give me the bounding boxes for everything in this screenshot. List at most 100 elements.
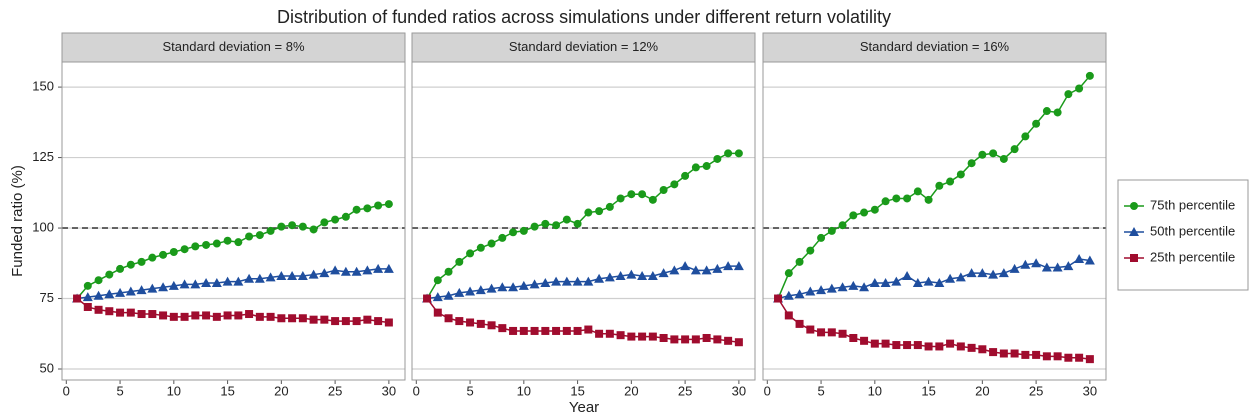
- marker: [255, 312, 264, 321]
- marker: [245, 310, 254, 319]
- marker: [1085, 355, 1094, 364]
- x-tick-label: 10: [868, 383, 882, 398]
- marker: [967, 343, 976, 352]
- marker: [1074, 254, 1085, 264]
- y-tick-label: 150: [32, 79, 54, 94]
- marker: [891, 276, 902, 286]
- marker: [341, 317, 350, 326]
- marker: [605, 202, 614, 211]
- x-tick-label: 10: [517, 383, 531, 398]
- marker: [713, 154, 722, 163]
- marker: [530, 222, 539, 231]
- marker: [519, 226, 528, 235]
- marker: [373, 263, 384, 273]
- marker: [691, 163, 700, 172]
- panel-background: [763, 62, 1106, 380]
- legend-label: 50th percentile: [1150, 223, 1235, 238]
- marker: [870, 205, 879, 214]
- marker: [869, 278, 880, 288]
- marker: [838, 329, 847, 338]
- marker: [277, 222, 286, 231]
- marker: [648, 195, 657, 204]
- marker: [105, 307, 114, 316]
- marker: [988, 269, 999, 279]
- marker: [320, 315, 329, 324]
- marker: [201, 278, 212, 288]
- marker: [826, 283, 837, 293]
- marker: [806, 325, 815, 334]
- marker: [331, 215, 340, 224]
- marker: [384, 318, 393, 327]
- marker: [352, 317, 361, 326]
- marker: [116, 308, 125, 317]
- marker: [179, 279, 190, 289]
- marker: [1075, 353, 1084, 362]
- marker: [308, 269, 319, 279]
- x-tick-label: 15: [921, 383, 935, 398]
- marker: [784, 269, 793, 278]
- marker: [433, 308, 442, 317]
- marker: [212, 312, 221, 321]
- marker: [1032, 119, 1041, 128]
- marker: [83, 302, 92, 311]
- marker: [1130, 254, 1138, 262]
- marker: [658, 268, 669, 278]
- marker: [340, 266, 351, 276]
- marker: [795, 257, 804, 266]
- strip-label: Standard deviation = 8%: [162, 39, 304, 54]
- marker: [266, 312, 275, 321]
- x-tick-label: 30: [732, 383, 746, 398]
- marker: [805, 286, 816, 296]
- marker: [190, 279, 201, 289]
- marker: [276, 270, 287, 280]
- marker: [956, 342, 965, 351]
- marker: [82, 292, 93, 302]
- marker: [989, 149, 998, 158]
- marker: [583, 276, 594, 286]
- panel-border: [61, 61, 406, 381]
- marker: [681, 335, 690, 344]
- marker: [817, 233, 826, 242]
- marker: [202, 240, 211, 249]
- marker: [892, 341, 901, 350]
- marker: [913, 341, 922, 350]
- marker: [848, 280, 859, 290]
- x-tick-label: 15: [570, 383, 584, 398]
- marker: [702, 333, 711, 342]
- marker: [352, 205, 361, 214]
- marker: [363, 315, 372, 324]
- marker: [967, 159, 976, 168]
- marker: [212, 239, 221, 248]
- strip-label: Standard deviation = 16%: [860, 39, 1010, 54]
- marker: [288, 221, 297, 230]
- marker: [1064, 353, 1073, 362]
- marker: [1064, 90, 1073, 99]
- marker: [73, 294, 82, 303]
- marker: [530, 326, 539, 335]
- marker: [691, 335, 700, 344]
- marker: [487, 239, 496, 248]
- marker: [455, 257, 464, 266]
- marker: [647, 270, 658, 280]
- marker: [659, 185, 668, 194]
- marker: [734, 149, 743, 158]
- marker: [159, 311, 168, 320]
- marker: [223, 311, 232, 320]
- marker: [126, 260, 135, 269]
- marker: [1042, 107, 1051, 116]
- marker: [475, 285, 486, 295]
- marker: [444, 314, 453, 323]
- marker: [1053, 108, 1062, 117]
- marker: [783, 290, 794, 300]
- marker: [562, 326, 571, 335]
- marker: [1085, 71, 1094, 80]
- x-tick-label: 30: [382, 383, 396, 398]
- marker: [1020, 259, 1031, 269]
- marker: [383, 263, 394, 273]
- marker: [148, 310, 157, 319]
- marker: [1021, 350, 1030, 359]
- marker: [509, 326, 518, 335]
- marker: [977, 268, 988, 278]
- marker: [978, 345, 987, 354]
- marker: [244, 273, 255, 283]
